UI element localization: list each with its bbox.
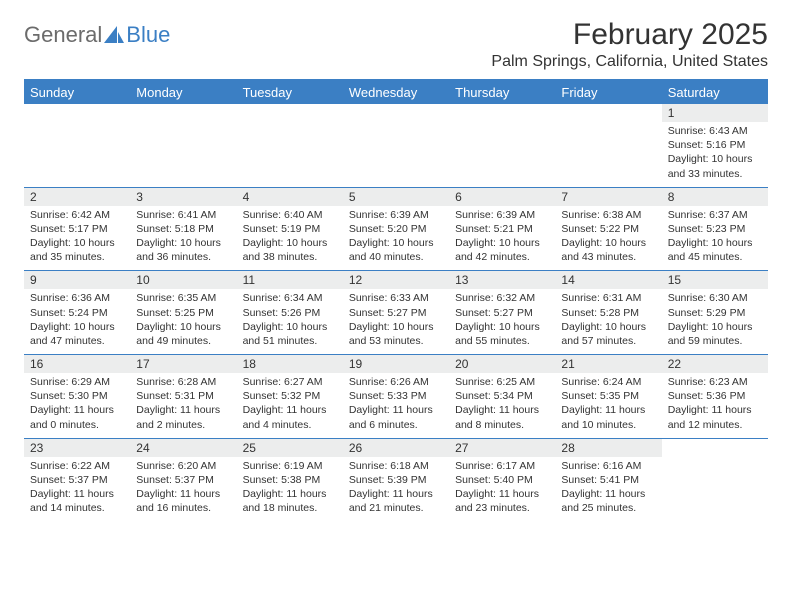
day-detail-cell: Sunrise: 6:25 AMSunset: 5:34 PMDaylight:… — [449, 373, 555, 438]
day-number-cell: 19 — [343, 355, 449, 373]
day-detail-cell — [343, 122, 449, 187]
day-number-cell: 14 — [555, 271, 661, 289]
day-detail-row: Sunrise: 6:29 AMSunset: 5:30 PMDaylight:… — [24, 373, 768, 438]
day-detail-cell: Sunrise: 6:41 AMSunset: 5:18 PMDaylight:… — [130, 206, 236, 271]
day-number-cell: 4 — [237, 188, 343, 206]
day-detail-cell: Sunrise: 6:31 AMSunset: 5:28 PMDaylight:… — [555, 289, 661, 354]
day-detail-cell: Sunrise: 6:42 AMSunset: 5:17 PMDaylight:… — [24, 206, 130, 271]
day-detail-cell: Sunrise: 6:30 AMSunset: 5:29 PMDaylight:… — [662, 289, 768, 354]
day-header-row: SundayMondayTuesdayWednesdayThursdayFrid… — [24, 81, 768, 104]
day-header: Friday — [555, 81, 661, 104]
day-number-cell: 24 — [130, 439, 236, 457]
day-detail-row: Sunrise: 6:22 AMSunset: 5:37 PMDaylight:… — [24, 457, 768, 522]
day-detail-row: Sunrise: 6:36 AMSunset: 5:24 PMDaylight:… — [24, 289, 768, 354]
day-detail-cell: Sunrise: 6:33 AMSunset: 5:27 PMDaylight:… — [343, 289, 449, 354]
day-number-cell: 18 — [237, 355, 343, 373]
day-number-cell: 10 — [130, 271, 236, 289]
calendar-body: 1Sunrise: 6:43 AMSunset: 5:16 PMDaylight… — [24, 104, 768, 521]
day-number-cell — [449, 104, 555, 122]
day-detail-cell: Sunrise: 6:17 AMSunset: 5:40 PMDaylight:… — [449, 457, 555, 522]
header: General Blue February 2025 Palm Springs,… — [24, 18, 768, 71]
day-number-cell — [662, 439, 768, 457]
day-detail-cell: Sunrise: 6:27 AMSunset: 5:32 PMDaylight:… — [237, 373, 343, 438]
day-detail-cell: Sunrise: 6:37 AMSunset: 5:23 PMDaylight:… — [662, 206, 768, 271]
day-number-row: 16171819202122 — [24, 355, 768, 373]
day-number-cell: 27 — [449, 439, 555, 457]
day-number-cell: 2 — [24, 188, 130, 206]
location: Palm Springs, California, United States — [491, 53, 768, 71]
day-detail-cell: Sunrise: 6:34 AMSunset: 5:26 PMDaylight:… — [237, 289, 343, 354]
day-number-cell: 16 — [24, 355, 130, 373]
day-detail-row: Sunrise: 6:43 AMSunset: 5:16 PMDaylight:… — [24, 122, 768, 187]
day-number-cell: 23 — [24, 439, 130, 457]
day-number-cell — [24, 104, 130, 122]
title-block: February 2025 Palm Springs, California, … — [491, 18, 768, 71]
day-number-cell: 20 — [449, 355, 555, 373]
day-detail-cell: Sunrise: 6:22 AMSunset: 5:37 PMDaylight:… — [24, 457, 130, 522]
day-number-cell: 21 — [555, 355, 661, 373]
day-number-cell — [237, 104, 343, 122]
day-number-cell — [555, 104, 661, 122]
day-number-cell: 11 — [237, 271, 343, 289]
day-number-cell — [343, 104, 449, 122]
day-number-cell: 6 — [449, 188, 555, 206]
day-detail-cell — [449, 122, 555, 187]
day-detail-cell: Sunrise: 6:40 AMSunset: 5:19 PMDaylight:… — [237, 206, 343, 271]
day-detail-cell: Sunrise: 6:26 AMSunset: 5:33 PMDaylight:… — [343, 373, 449, 438]
day-detail-cell — [237, 122, 343, 187]
day-number-cell — [130, 104, 236, 122]
day-header: Saturday — [662, 81, 768, 104]
day-detail-cell: Sunrise: 6:28 AMSunset: 5:31 PMDaylight:… — [130, 373, 236, 438]
day-number-cell: 26 — [343, 439, 449, 457]
month-title: February 2025 — [491, 18, 768, 51]
day-number-row: 1 — [24, 104, 768, 122]
day-header: Monday — [130, 81, 236, 104]
day-detail-cell: Sunrise: 6:32 AMSunset: 5:27 PMDaylight:… — [449, 289, 555, 354]
day-detail-cell: Sunrise: 6:24 AMSunset: 5:35 PMDaylight:… — [555, 373, 661, 438]
day-number-cell: 15 — [662, 271, 768, 289]
logo-text-blue: Blue — [126, 22, 170, 48]
calendar-table: SundayMondayTuesdayWednesdayThursdayFrid… — [24, 81, 768, 521]
day-header: Sunday — [24, 81, 130, 104]
day-detail-row: Sunrise: 6:42 AMSunset: 5:17 PMDaylight:… — [24, 206, 768, 271]
day-number-cell: 5 — [343, 188, 449, 206]
day-header: Wednesday — [343, 81, 449, 104]
day-number-cell: 7 — [555, 188, 661, 206]
day-detail-cell: Sunrise: 6:38 AMSunset: 5:22 PMDaylight:… — [555, 206, 661, 271]
calendar-page: General Blue February 2025 Palm Springs,… — [0, 0, 792, 521]
day-number-row: 232425262728 — [24, 439, 768, 457]
logo-text-general: General — [24, 22, 102, 48]
day-number-cell: 25 — [237, 439, 343, 457]
day-detail-cell: Sunrise: 6:19 AMSunset: 5:38 PMDaylight:… — [237, 457, 343, 522]
day-number-cell: 1 — [662, 104, 768, 122]
day-number-cell: 22 — [662, 355, 768, 373]
day-number-cell: 12 — [343, 271, 449, 289]
day-detail-cell: Sunrise: 6:23 AMSunset: 5:36 PMDaylight:… — [662, 373, 768, 438]
day-number-cell: 13 — [449, 271, 555, 289]
day-number-cell: 9 — [24, 271, 130, 289]
logo: General Blue — [24, 22, 170, 48]
day-detail-cell — [130, 122, 236, 187]
day-header: Tuesday — [237, 81, 343, 104]
day-detail-cell: Sunrise: 6:36 AMSunset: 5:24 PMDaylight:… — [24, 289, 130, 354]
day-detail-cell: Sunrise: 6:43 AMSunset: 5:16 PMDaylight:… — [662, 122, 768, 187]
day-detail-cell: Sunrise: 6:39 AMSunset: 5:20 PMDaylight:… — [343, 206, 449, 271]
day-detail-cell: Sunrise: 6:16 AMSunset: 5:41 PMDaylight:… — [555, 457, 661, 522]
day-number-row: 9101112131415 — [24, 271, 768, 289]
day-detail-cell — [555, 122, 661, 187]
day-number-cell: 3 — [130, 188, 236, 206]
day-detail-cell: Sunrise: 6:18 AMSunset: 5:39 PMDaylight:… — [343, 457, 449, 522]
day-header: Thursday — [449, 81, 555, 104]
day-detail-cell — [24, 122, 130, 187]
day-detail-cell: Sunrise: 6:35 AMSunset: 5:25 PMDaylight:… — [130, 289, 236, 354]
day-detail-cell: Sunrise: 6:29 AMSunset: 5:30 PMDaylight:… — [24, 373, 130, 438]
day-detail-cell: Sunrise: 6:20 AMSunset: 5:37 PMDaylight:… — [130, 457, 236, 522]
day-number-cell: 17 — [130, 355, 236, 373]
day-detail-cell: Sunrise: 6:39 AMSunset: 5:21 PMDaylight:… — [449, 206, 555, 271]
day-number-cell: 8 — [662, 188, 768, 206]
sail-icon — [104, 26, 124, 44]
day-number-row: 2345678 — [24, 188, 768, 206]
day-number-cell: 28 — [555, 439, 661, 457]
day-detail-cell — [662, 457, 768, 522]
